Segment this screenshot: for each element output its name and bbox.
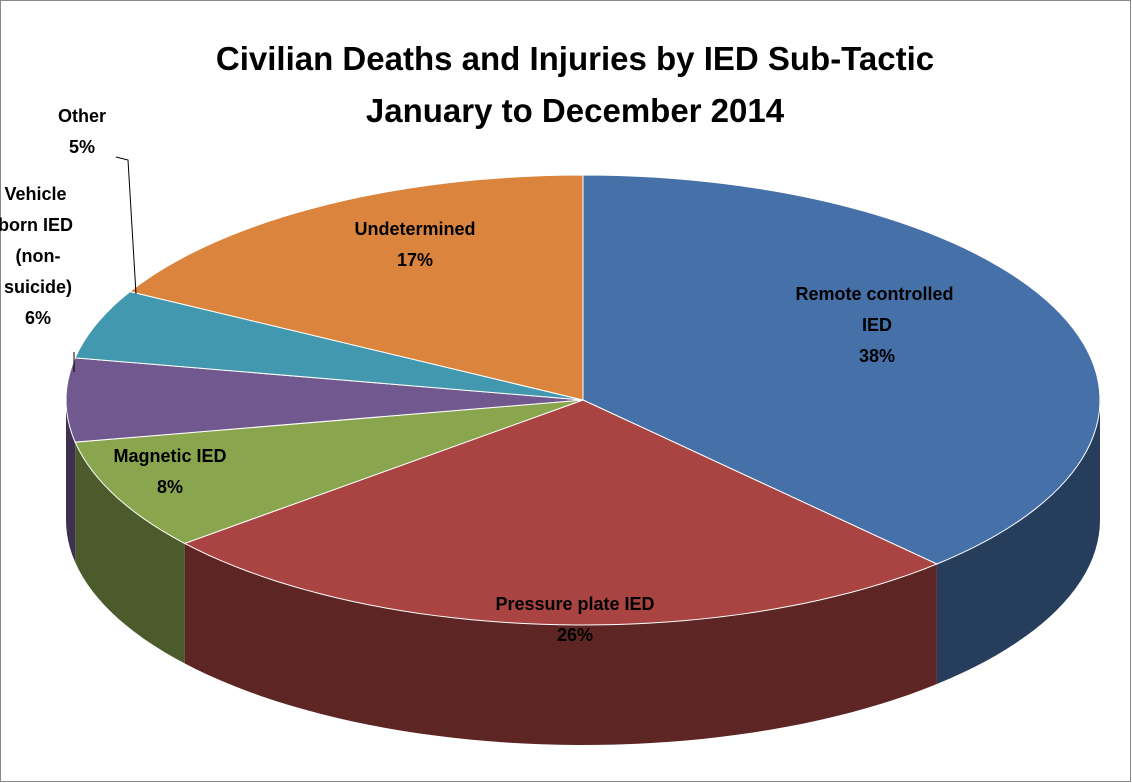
pie-slice [183,399,939,626]
value-label: 17% [397,250,433,270]
category-label: Remote controlled IED [795,284,958,335]
labels: Remote controlled IED 38% Pressure plate I… [0,106,959,645]
pie-side [184,543,937,745]
pie-side [66,400,76,563]
pie-sides [66,400,1100,745]
chart-subtitle: January to December 2014 [366,92,785,129]
leader-line [115,156,137,295]
category-label: Undetermined [354,219,475,239]
pie-slice [74,399,584,544]
value-label: 8% [157,477,183,497]
pie-side [936,400,1100,685]
pie-slice [128,174,584,401]
value-label: 5% [69,137,95,157]
pie-slice [582,174,1101,565]
value-label: 26% [557,625,593,645]
pie-tops [65,174,1101,626]
category-label: Other [58,106,106,126]
pie-side [75,442,185,664]
category-label: Pressure plate IED [495,594,654,614]
value-label: 38% [859,346,895,366]
pie-slice [74,291,584,401]
pie-slice [65,357,584,443]
category-label: Magnetic IED [113,446,226,466]
chart-title: Civilian Deaths and Injuries by IED Sub-… [216,40,934,77]
value-label: 6% [25,308,51,328]
category-label: Vehicle born IED (non-suicide) [0,184,78,297]
